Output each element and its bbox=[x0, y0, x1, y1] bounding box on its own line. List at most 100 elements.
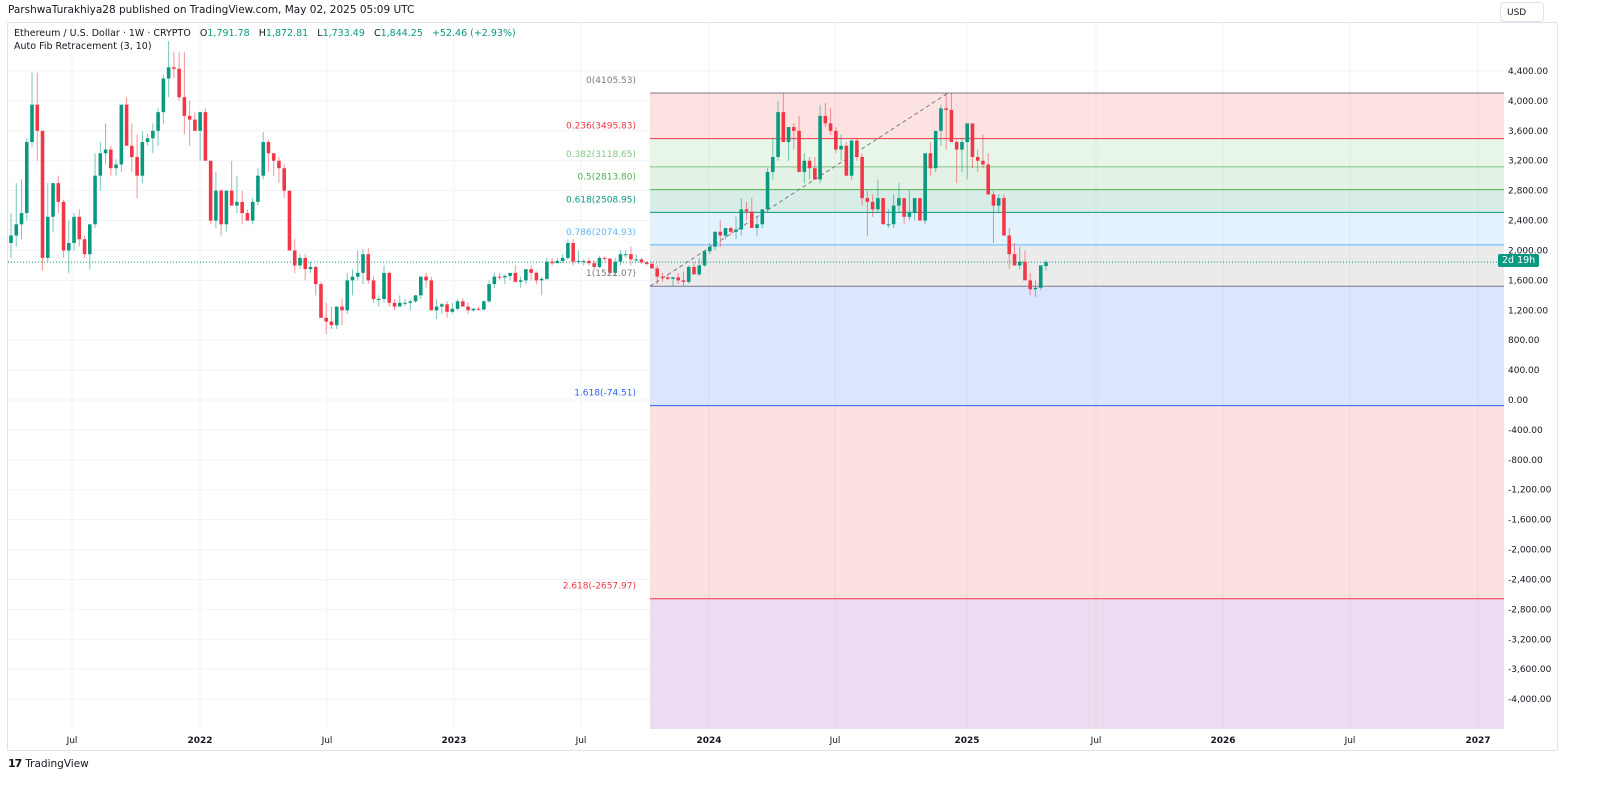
candle[interactable] bbox=[802, 153, 807, 184]
candle[interactable] bbox=[182, 52, 187, 135]
candle[interactable] bbox=[923, 153, 927, 225]
candle[interactable] bbox=[765, 168, 770, 214]
candle[interactable] bbox=[560, 254, 565, 264]
time-axis[interactable]: Jul 2022 Jul 2023 Jul 2024 Jul 2025 Jul 2026 Jul 20… bbox=[8, 729, 1504, 750]
candle[interactable] bbox=[860, 153, 864, 206]
candle[interactable] bbox=[471, 308, 476, 312]
candle[interactable] bbox=[271, 153, 276, 176]
candle[interactable] bbox=[849, 139, 854, 180]
candle[interactable] bbox=[760, 209, 765, 229]
candle[interactable] bbox=[508, 272, 512, 281]
candle[interactable] bbox=[623, 250, 628, 258]
candle[interactable] bbox=[282, 164, 286, 199]
candle[interactable] bbox=[193, 112, 197, 131]
candle[interactable] bbox=[350, 269, 355, 296]
candle[interactable] bbox=[376, 295, 381, 307]
candle[interactable] bbox=[818, 104, 822, 184]
candle[interactable] bbox=[482, 300, 486, 311]
candle[interactable] bbox=[954, 138, 959, 184]
candle[interactable] bbox=[172, 52, 176, 79]
candle[interactable] bbox=[518, 276, 523, 288]
indicator-legend[interactable]: Auto Fib Retracement (3, 10) bbox=[14, 41, 152, 52]
candle[interactable] bbox=[665, 274, 670, 281]
candle[interactable] bbox=[881, 198, 885, 225]
candle[interactable] bbox=[98, 142, 103, 191]
candle[interactable] bbox=[287, 190, 292, 251]
candle[interactable] bbox=[776, 100, 780, 161]
candle[interactable] bbox=[681, 271, 686, 287]
candle[interactable] bbox=[949, 92, 954, 143]
candle[interactable] bbox=[319, 281, 323, 318]
candle[interactable] bbox=[219, 189, 223, 236]
candle[interactable] bbox=[771, 138, 775, 180]
candle[interactable] bbox=[1002, 194, 1006, 236]
candle[interactable] bbox=[30, 72, 34, 148]
candle[interactable] bbox=[655, 265, 660, 285]
candle[interactable] bbox=[497, 272, 502, 281]
candle[interactable] bbox=[828, 108, 833, 135]
candle[interactable] bbox=[981, 134, 985, 169]
candle[interactable] bbox=[807, 156, 812, 180]
candle[interactable] bbox=[124, 97, 129, 146]
candle[interactable] bbox=[744, 201, 749, 221]
candle[interactable] bbox=[229, 160, 234, 206]
candle[interactable] bbox=[718, 220, 723, 247]
candle[interactable] bbox=[56, 175, 61, 214]
candle[interactable] bbox=[786, 127, 791, 161]
candle[interactable] bbox=[1038, 265, 1043, 291]
candle[interactable] bbox=[545, 257, 549, 281]
candle[interactable] bbox=[140, 130, 145, 184]
candle[interactable] bbox=[503, 274, 507, 285]
candle[interactable] bbox=[82, 235, 87, 258]
candle[interactable] bbox=[303, 254, 307, 281]
candle[interactable] bbox=[308, 261, 313, 273]
candle[interactable] bbox=[461, 298, 465, 307]
candle[interactable] bbox=[933, 130, 938, 172]
candle[interactable] bbox=[245, 209, 250, 221]
candle[interactable] bbox=[566, 239, 570, 260]
candle[interactable] bbox=[24, 138, 29, 221]
candle[interactable] bbox=[450, 302, 455, 315]
candle[interactable] bbox=[897, 183, 901, 214]
candle[interactable] bbox=[1033, 280, 1038, 297]
candle[interactable] bbox=[261, 132, 265, 180]
candle[interactable] bbox=[608, 257, 612, 273]
candle[interactable] bbox=[235, 175, 239, 214]
candle[interactable] bbox=[671, 276, 675, 286]
candle[interactable] bbox=[240, 190, 244, 225]
candle[interactable] bbox=[707, 242, 712, 255]
candle[interactable] bbox=[834, 127, 838, 154]
candle[interactable] bbox=[109, 145, 113, 176]
candle[interactable] bbox=[902, 198, 906, 225]
candle[interactable] bbox=[145, 133, 150, 146]
candle[interactable] bbox=[114, 159, 118, 176]
candle[interactable] bbox=[292, 239, 297, 273]
candle[interactable] bbox=[597, 255, 602, 269]
candle[interactable] bbox=[476, 306, 481, 311]
candle[interactable] bbox=[45, 183, 50, 262]
candle[interactable] bbox=[355, 250, 360, 281]
candle[interactable] bbox=[14, 183, 19, 247]
candle[interactable] bbox=[429, 276, 434, 311]
candle[interactable] bbox=[876, 179, 880, 214]
currency-button[interactable]: USD bbox=[1500, 2, 1544, 22]
candle[interactable] bbox=[208, 160, 213, 225]
candle[interactable] bbox=[119, 104, 124, 172]
candle[interactable] bbox=[371, 276, 376, 303]
candle[interactable] bbox=[397, 295, 402, 307]
candle[interactable] bbox=[587, 257, 591, 266]
candle[interactable] bbox=[644, 260, 649, 266]
candle[interactable] bbox=[408, 299, 413, 311]
candle[interactable] bbox=[424, 272, 428, 288]
candle[interactable] bbox=[492, 272, 497, 288]
candle[interactable] bbox=[1028, 272, 1033, 296]
candle[interactable] bbox=[618, 250, 623, 266]
candle[interactable] bbox=[487, 280, 491, 303]
candle[interactable] bbox=[513, 265, 518, 282]
candle[interactable] bbox=[413, 295, 418, 303]
candle[interactable] bbox=[739, 198, 744, 236]
candle[interactable] bbox=[634, 254, 638, 262]
candle[interactable] bbox=[93, 153, 97, 229]
candle[interactable] bbox=[797, 115, 801, 172]
candle[interactable] bbox=[986, 153, 990, 195]
